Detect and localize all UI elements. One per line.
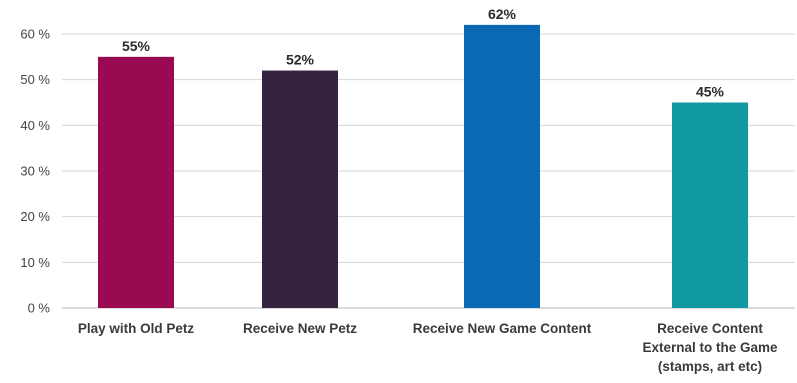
data-label: 52%	[286, 52, 315, 68]
data-label: 62%	[488, 6, 517, 22]
x-tick-label-line: Receive Content	[657, 321, 763, 336]
bar	[262, 70, 338, 309]
x-tick-label: Play with Old Petz	[78, 321, 195, 336]
x-tick-label-line: External to the Game	[642, 340, 778, 355]
y-tick-label: 30 %	[20, 164, 50, 179]
y-tick-label: 20 %	[20, 209, 50, 224]
y-tick-label: 0 %	[28, 301, 51, 316]
y-axis-tick-labels: 0 % 10 % 20 % 30 % 40 % 50 % 60 %	[20, 27, 50, 316]
x-axis-category-labels: Play with Old Petz Receive New Petz Receiv…	[78, 321, 778, 374]
x-tick-label-line: Receive New Game Content	[413, 321, 592, 336]
bars	[98, 24, 748, 309]
data-label: 45%	[696, 84, 725, 100]
x-tick-label: Receive New Game Content	[413, 321, 592, 336]
bar	[464, 24, 540, 308]
bar	[98, 56, 174, 309]
x-tick-label: Receive New Petz	[243, 321, 357, 336]
x-tick-label-line: Play with Old Petz	[78, 321, 195, 336]
y-tick-label: 10 %	[20, 255, 50, 270]
y-tick-label: 50 %	[20, 72, 50, 87]
bar	[672, 102, 748, 308]
y-tick-label: 60 %	[20, 27, 50, 42]
x-tick-label-line: Receive New Petz	[243, 321, 357, 336]
x-tick-label: Receive Content External to the Game (stam…	[642, 321, 778, 374]
y-tick-label: 40 %	[20, 118, 50, 133]
data-labels: 55% 52% 62% 45%	[122, 6, 725, 100]
gridlines	[62, 33, 795, 309]
data-label: 55%	[122, 38, 151, 54]
x-tick-label-line: (stamps, art etc)	[658, 359, 762, 374]
